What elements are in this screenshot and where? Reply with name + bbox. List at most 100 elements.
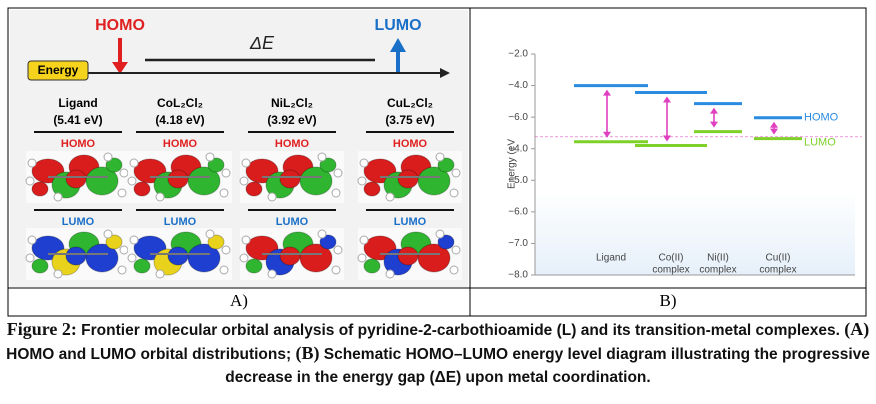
panel-label: A): [230, 291, 248, 310]
atom: [267, 269, 277, 279]
atom: [219, 265, 229, 275]
atom: [359, 158, 369, 168]
orbital-lobe: [363, 181, 381, 197]
orbital-lobe: [133, 258, 151, 274]
x-tick-label: complex: [699, 265, 736, 276]
arrow-head: [663, 96, 671, 103]
atom: [27, 158, 37, 168]
x-tick-label: Cu(II): [766, 253, 791, 264]
atom: [449, 188, 459, 198]
orbital-lobe: [85, 243, 119, 273]
atom: [219, 188, 229, 198]
orbital-lobe: [187, 243, 221, 273]
compound-gap: (3.92 eV): [267, 113, 316, 127]
orbital-lobe: [437, 234, 455, 250]
y-tick-label: −6.0: [508, 206, 528, 217]
atom: [241, 235, 251, 245]
orbital-lobe: [65, 169, 87, 189]
energy-box: [27, 60, 89, 81]
y-tick-label: −4.0: [508, 80, 528, 91]
y-tick-label: −6.0: [508, 112, 528, 123]
orbital-lobe: [105, 157, 123, 173]
orbital-lobe: [397, 169, 419, 189]
arrow-head: [663, 135, 671, 142]
orbital-lobe: [397, 246, 419, 266]
compound-name: Ligand: [58, 96, 97, 110]
caption-text: (A): [844, 319, 870, 339]
lumo-label: LUMO: [374, 17, 421, 34]
orbital-lobe: [207, 157, 225, 173]
orbital-lobe: [167, 246, 189, 266]
lumo-row-label: LUMO: [164, 216, 197, 228]
arrow-head: [710, 107, 718, 114]
homo-label: HOMO: [95, 17, 145, 34]
atom: [25, 176, 35, 186]
atom: [53, 192, 63, 202]
orbital-lobe: [363, 258, 381, 274]
y-axis-label: Energy (eV: [507, 139, 518, 189]
orbital-lobe: [245, 258, 263, 274]
orbital-lobe: [437, 157, 455, 173]
orbital-lobe: [187, 166, 221, 196]
atom: [241, 158, 251, 168]
orbital-lobe: [65, 246, 87, 266]
atom: [385, 192, 395, 202]
atom: [435, 229, 445, 239]
caption-text: Frontier molecular orbital analysis of p…: [76, 322, 845, 339]
atom: [435, 152, 445, 162]
y-tick-label: −8.0: [508, 270, 528, 281]
arrow-head: [710, 121, 718, 128]
orbital-lobe: [31, 258, 49, 274]
orbital-lobe: [417, 166, 451, 196]
atom: [357, 176, 367, 186]
atom: [331, 188, 341, 198]
atom: [239, 176, 249, 186]
homo-row-label: HOMO: [275, 138, 310, 150]
orbital-lobe: [133, 181, 151, 197]
homo-row-label: HOMO: [163, 138, 198, 150]
orbital-lobe: [85, 166, 119, 196]
compound-gap: (3.75 eV): [385, 113, 434, 127]
x-tick-label: Ni(II): [707, 253, 729, 264]
homo-row-label: HOMO: [393, 138, 428, 150]
orbital-lobe: [299, 166, 333, 196]
caption-text: (B): [295, 343, 320, 363]
lumo-row-label: LUMO: [62, 216, 95, 228]
arrow-head: [770, 121, 778, 128]
atom: [205, 229, 215, 239]
atom: [333, 245, 343, 255]
atom: [103, 229, 113, 239]
atom: [221, 245, 231, 255]
y-tick-label: −7.0: [508, 238, 528, 249]
x-tick-label: Co(II): [659, 253, 684, 264]
atom: [205, 152, 215, 162]
atom: [449, 265, 459, 275]
orbital-lobe: [207, 234, 225, 250]
x-tick-label: Ligand: [596, 253, 626, 264]
atom: [333, 168, 343, 178]
arrow-head: [603, 89, 611, 96]
orbital-lobe: [319, 157, 337, 173]
chart-bg: [535, 190, 855, 275]
orbital-lobe: [167, 169, 189, 189]
compound-gap: (5.41 eV): [53, 113, 102, 127]
compound-name: CoL₂Cl₂: [157, 96, 203, 110]
y-tick-label: −4.0: [508, 143, 528, 154]
atom: [53, 269, 63, 279]
caption: Figure 2: Frontier molecular orbital ana…: [4, 318, 872, 389]
orbital-lobe: [417, 243, 451, 273]
frame: [7, 7, 867, 317]
orbital-lobe: [105, 234, 123, 250]
orbital-lobe: [279, 169, 301, 189]
atom: [317, 229, 327, 239]
caption-label: Figure 2:: [6, 319, 77, 339]
lumo-row-label: LUMO: [276, 216, 309, 228]
atom: [239, 253, 249, 263]
legend-label: LUMO: [804, 137, 836, 149]
arrow-head: [603, 131, 611, 138]
atom: [27, 235, 37, 245]
orbital-lobe: [299, 243, 333, 273]
atom: [451, 245, 461, 255]
atom: [129, 235, 139, 245]
compound-gap: (4.18 eV): [155, 113, 204, 127]
